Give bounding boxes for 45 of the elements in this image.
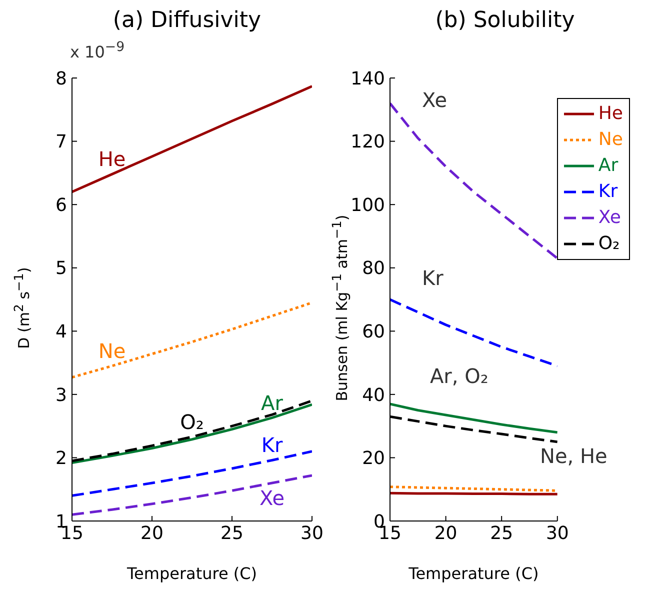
y-tick-label: 20 xyxy=(362,448,385,470)
line-series xyxy=(72,301,312,379)
legend-label: He xyxy=(598,102,623,126)
legend-label: Kr xyxy=(598,180,618,204)
legend-label: Ar xyxy=(598,154,618,178)
y-tick-label: 80 xyxy=(362,258,385,280)
legend-label: Xe xyxy=(598,206,621,230)
y-tick-label: 7 xyxy=(56,132,67,153)
series-label: Kr xyxy=(261,433,284,458)
annotation: Xe xyxy=(422,88,448,112)
x-axis-title: Temperature (C) xyxy=(408,564,539,583)
y-tick-label: 140 xyxy=(350,68,385,90)
x-tick-label: 20 xyxy=(140,522,164,544)
y-tick-label: 6 xyxy=(56,194,67,216)
line-series xyxy=(72,84,312,194)
series-label: He xyxy=(98,147,126,172)
y-tick-label: 5 xyxy=(56,258,67,280)
annotation: Ne, He xyxy=(540,444,608,468)
series-label: Xe xyxy=(259,486,285,510)
series-label: O₂ xyxy=(180,410,204,434)
x-tick-label: 20 xyxy=(434,522,458,544)
y-tick-label: 2 xyxy=(56,448,67,470)
chart-title: (b) Solubility xyxy=(434,8,576,33)
text: x 10$^{−9}$ xyxy=(70,40,125,62)
y-tick-label: 40 xyxy=(362,384,385,406)
x-tick-label: 25 xyxy=(490,522,514,544)
x-tick-label: 30 xyxy=(300,522,324,544)
line-series xyxy=(72,474,312,516)
series-label: Ar xyxy=(261,390,284,415)
y-tick-label: 100 xyxy=(350,194,385,216)
x-axis-title: Temperature (C) xyxy=(126,564,258,583)
x-tick-label: 30 xyxy=(546,522,569,544)
y-tick-label: 3 xyxy=(56,384,67,406)
annotation: Kr xyxy=(422,266,444,290)
line-series xyxy=(390,402,558,434)
chart-title: (a) Diffusivity xyxy=(112,8,262,33)
y-tick-label: 120 xyxy=(350,132,385,153)
y-tick-label: 8 xyxy=(56,68,67,90)
series-label: Ne xyxy=(98,338,126,363)
y-tick-label: 60 xyxy=(362,322,385,343)
annotation: Ar, O₂ xyxy=(430,364,488,388)
y-tick-label: 4 xyxy=(56,322,67,343)
x-tick-label: 25 xyxy=(220,522,244,544)
legend-label: O₂ xyxy=(598,232,620,256)
legend-label: Ne xyxy=(598,128,623,152)
